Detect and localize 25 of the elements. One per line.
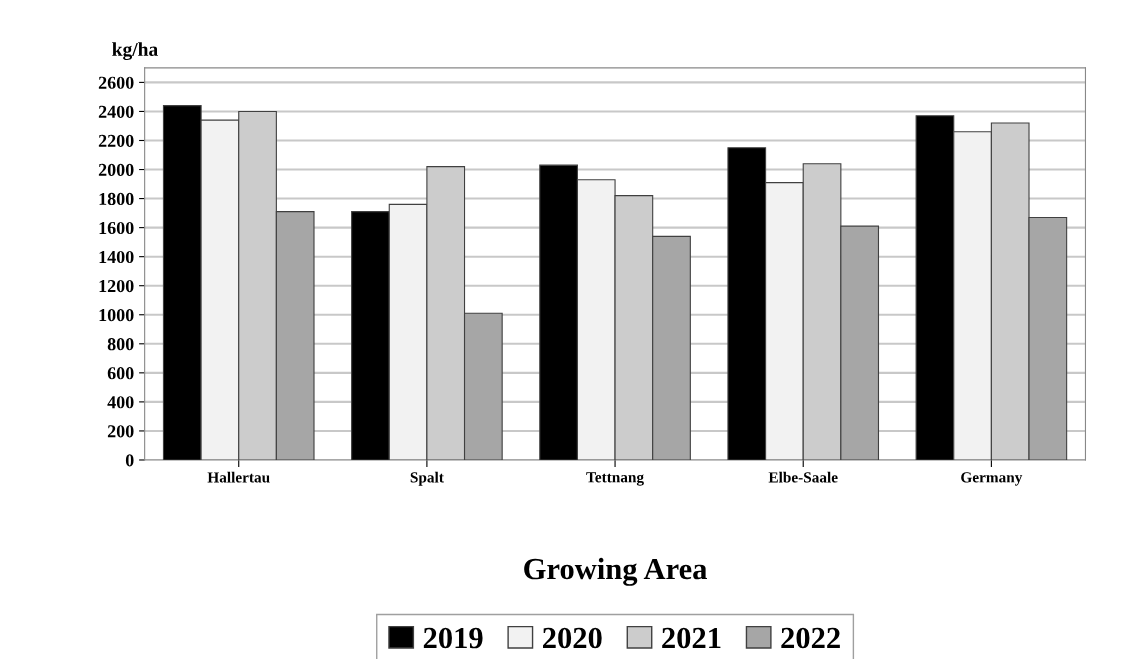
y-tick-label: 1600	[99, 221, 134, 235]
x-tick-label: Hallertau	[207, 471, 270, 483]
y-tick-label: 1000	[99, 309, 134, 322]
legend-label: 2020	[543, 627, 602, 649]
x-tick-label: Spalt	[410, 471, 444, 486]
x-tick-label: Elbe-Saale	[768, 471, 838, 483]
y-tick-label: 400	[107, 396, 134, 409]
y-tick-label: 2000	[98, 163, 134, 176]
y-tick-label: 800	[107, 338, 134, 351]
y-tick-label: 200	[107, 425, 134, 438]
y-tick-label: 1800	[99, 192, 134, 206]
y-tick-label: 0	[125, 454, 134, 467]
y-tick-label: 2600	[98, 76, 134, 89]
legend-label: 2019	[423, 627, 483, 649]
legend-label: 2022	[781, 627, 840, 649]
x-tick-label: Tettnang	[586, 472, 644, 486]
y-tick-label: 600	[107, 367, 134, 380]
y-axis-title: kg/ha	[112, 42, 158, 61]
y-tick-label: 1400	[99, 250, 134, 264]
y-tick-label: 2200	[98, 134, 134, 147]
x-axis-title: Growing Area	[524, 557, 707, 586]
y-tick-label: 1200	[99, 279, 134, 293]
legend-label: 2021	[662, 627, 721, 649]
y-tick-label: 2400	[98, 105, 134, 118]
x-tick-label: Germany	[961, 472, 1023, 486]
